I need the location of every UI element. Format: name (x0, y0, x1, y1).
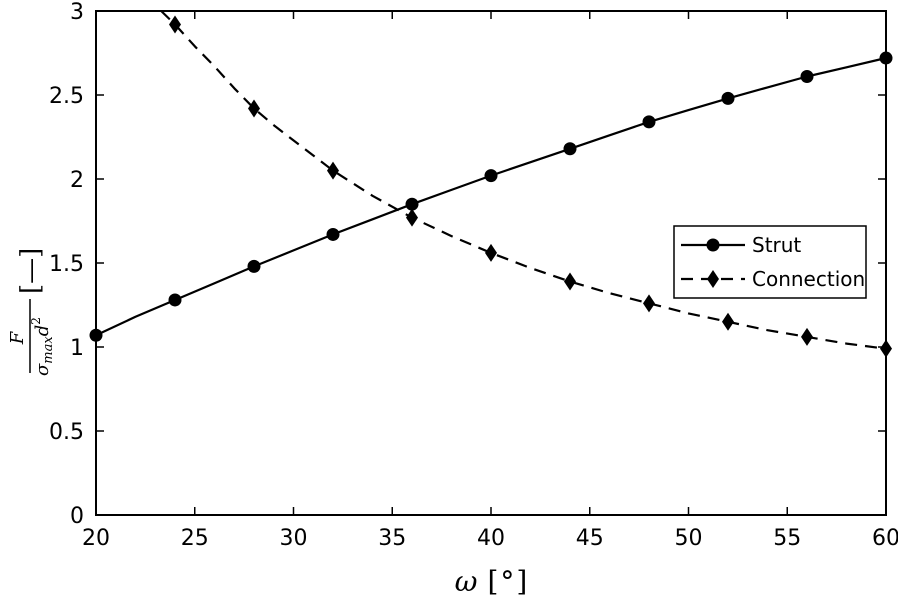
legend-connection-marker (707, 270, 719, 288)
data-point-connection (722, 312, 734, 331)
data-point-connection (485, 243, 497, 262)
data-point-strut (800, 70, 814, 84)
y-axis-label: F σmaxd2 [—] (7, 248, 56, 376)
data-point-connection (801, 327, 813, 346)
x-tick-label: 20 (82, 526, 110, 551)
legend-item-connection: Connection (681, 267, 865, 291)
x-label-unit: ° (500, 565, 514, 598)
data-point-connection (643, 294, 655, 313)
data-point-connection (248, 99, 260, 118)
series-strut (89, 51, 893, 342)
data-point-connection (406, 208, 418, 227)
y-tick-label: 2 (70, 168, 84, 193)
data-point-strut (326, 227, 340, 241)
series-layer (89, 10, 893, 358)
legend-strut-marker (706, 238, 720, 252)
x-tick-label: 40 (477, 526, 505, 551)
legend-box (673, 225, 867, 299)
series-line-connection (160, 10, 887, 350)
y-tick-label: 3 (70, 0, 84, 25)
y-tick-label: 0 (70, 504, 84, 529)
legend: Strut Connection (673, 225, 867, 299)
x-label-close: ] (516, 565, 527, 598)
data-point-strut (721, 91, 735, 105)
data-point-strut (247, 259, 261, 273)
series-connection (160, 10, 892, 358)
x-tick-label: 60 (872, 526, 898, 551)
x-tick-label: 30 (280, 526, 308, 551)
data-point-strut (642, 115, 656, 129)
y-label-sigma: σ (32, 363, 53, 376)
x-label-symbol: ω (455, 565, 478, 598)
data-point-strut (405, 197, 419, 211)
x-tick-label: 35 (378, 526, 406, 551)
legend-item-strut: Strut (681, 233, 801, 257)
axis-ticks: 20 25 30 35 40 45 50 55 60 0 0.5 1 1.5 2 2.5 3 (49, 0, 898, 551)
x-axis-label: ω [°] (455, 565, 528, 598)
x-tick-label: 25 (181, 526, 209, 551)
data-point-connection (169, 15, 181, 34)
legend-connection-label: Connection (752, 267, 865, 291)
y-label-unit: [—] (16, 248, 46, 294)
data-point-connection (327, 161, 339, 180)
y-tick-label: 1 (70, 336, 84, 361)
x-tick-label: 45 (576, 526, 604, 551)
y-tick-label: 1.5 (49, 252, 84, 277)
y-label-exp: 2 (29, 317, 43, 325)
x-tick-label: 55 (773, 526, 801, 551)
legend-strut-label: Strut (752, 233, 801, 257)
x-tick-label: 50 (675, 526, 703, 551)
x-label-open: [ (487, 565, 498, 598)
y-tick-label: 2.5 (49, 84, 84, 109)
y-label-sub-max: max (41, 336, 56, 364)
data-point-connection (564, 272, 576, 291)
data-point-strut (484, 169, 498, 183)
y-label-d: d (32, 325, 53, 337)
y-label-denominator: σmaxd2 (29, 317, 56, 376)
y-tick-label: 0.5 (49, 420, 84, 445)
data-point-strut (168, 293, 182, 307)
data-point-strut (563, 142, 577, 156)
y-label-numerator: F (7, 330, 28, 345)
